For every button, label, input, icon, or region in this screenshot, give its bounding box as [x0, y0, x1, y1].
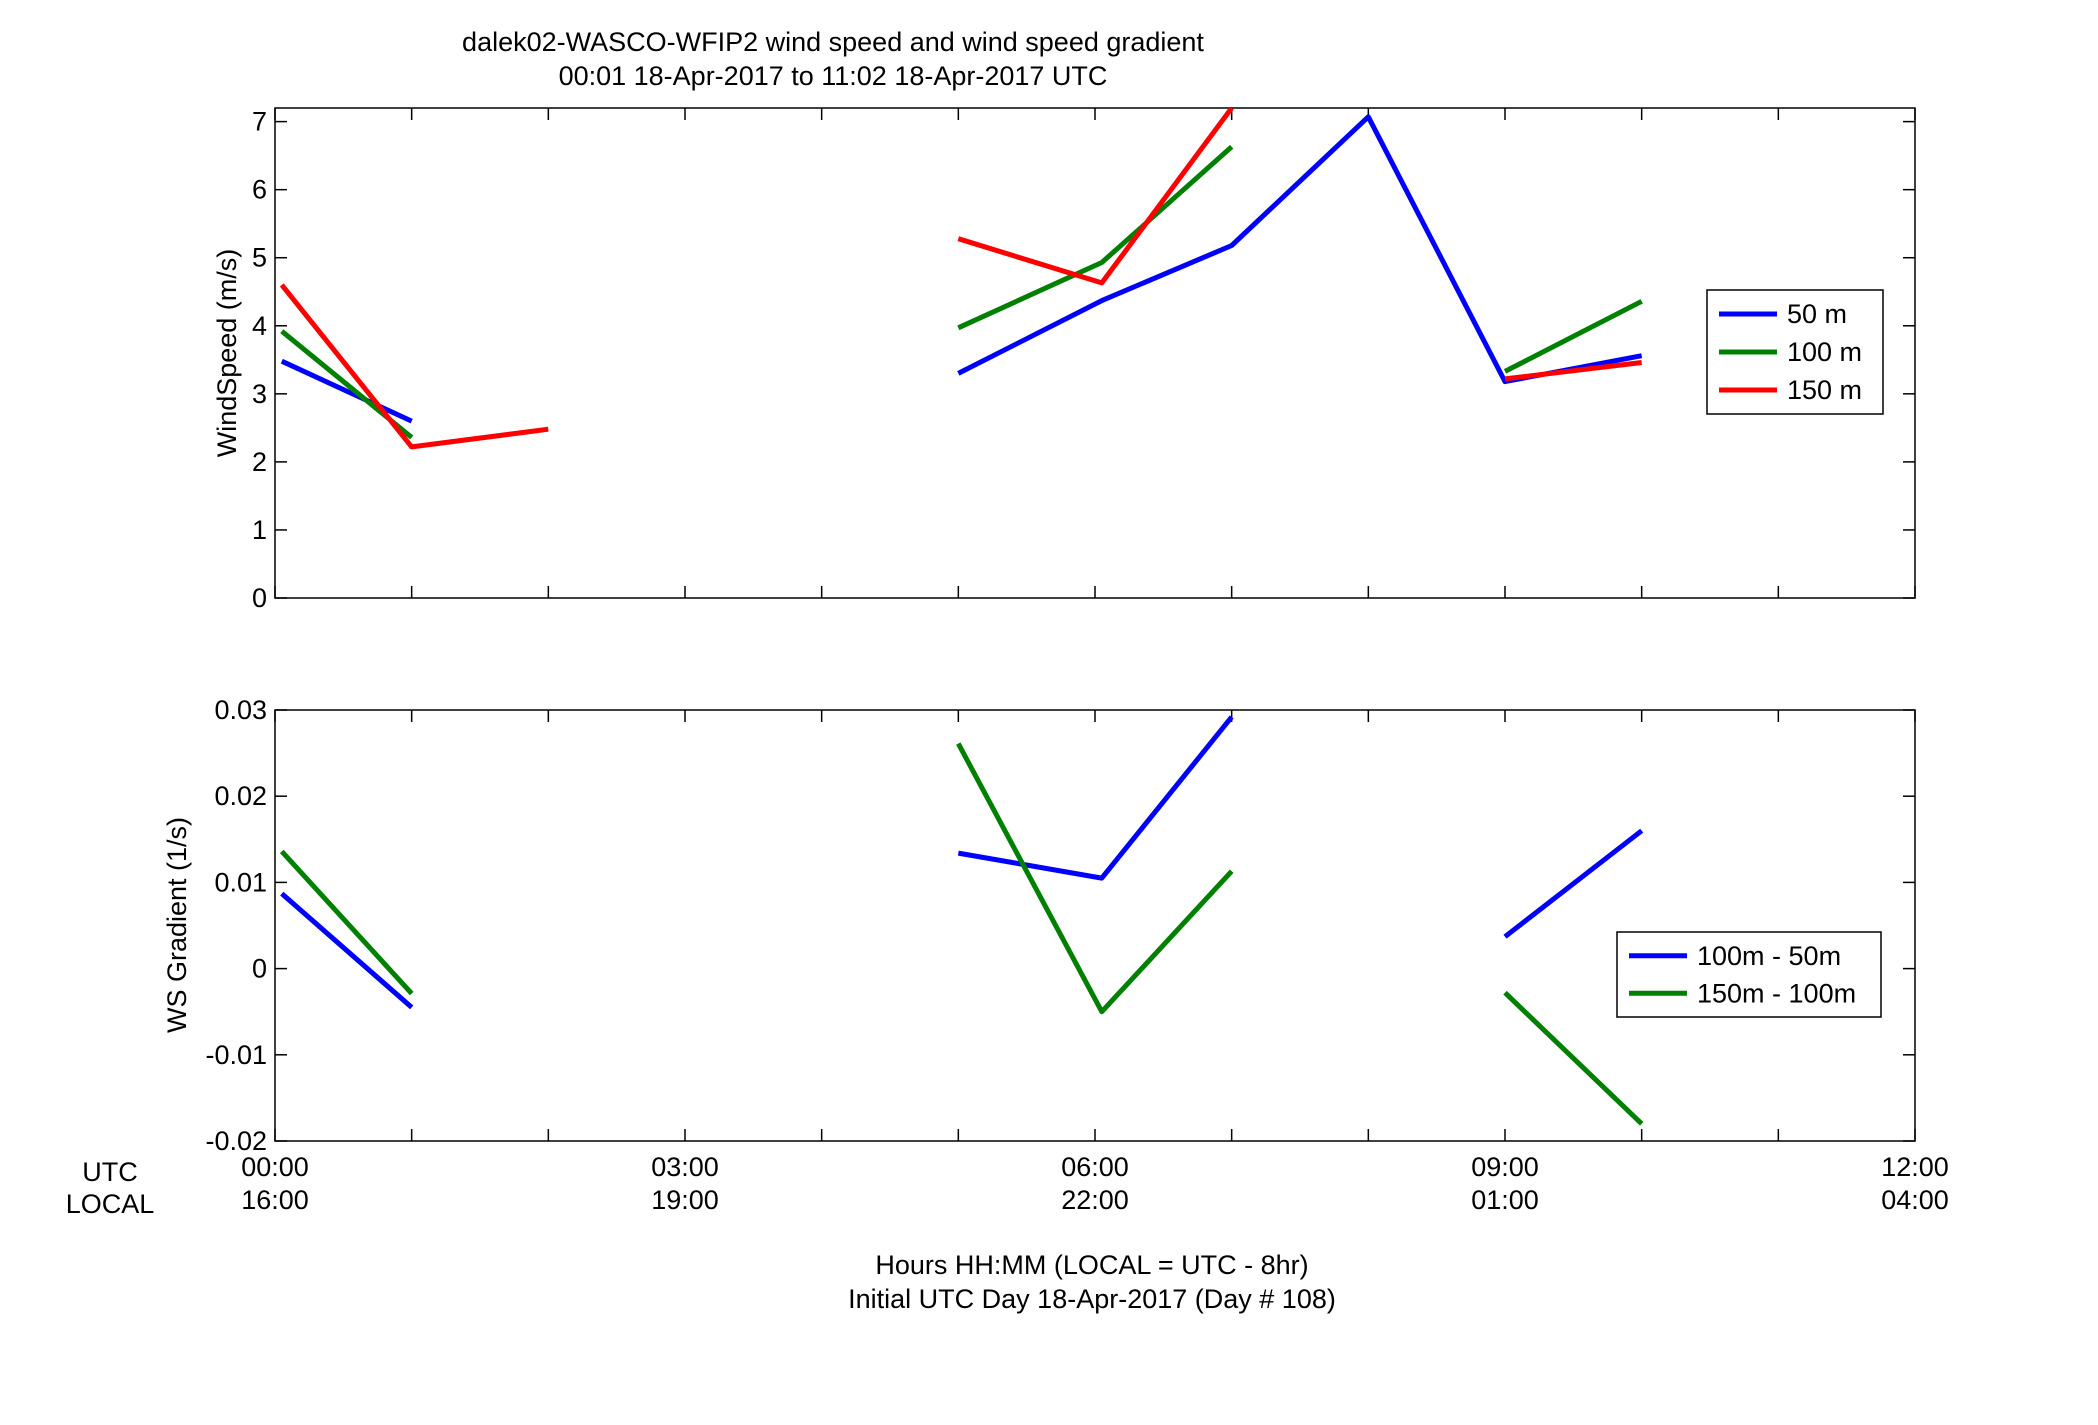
x-tick-label-local: 16:00	[241, 1185, 309, 1215]
series-line-100m-50m	[957, 715, 1234, 881]
legend-entry-label: 150 m	[1787, 375, 1862, 405]
gradient-x-ticks	[274, 710, 1916, 1141]
y-tick-label: 7	[252, 107, 267, 137]
series-line-150m-100m	[279, 849, 414, 996]
y-tick-label: 0.01	[214, 867, 267, 897]
y-tick-label: 2	[252, 447, 267, 477]
y-tick-label: -0.01	[205, 1040, 267, 1070]
x-tick-label-local: 22:00	[1061, 1185, 1129, 1215]
windspeed-series	[279, 108, 1643, 450]
series-line-50-m	[280, 358, 413, 424]
x-axis-label-line1: Hours HH:MM (LOCAL = UTC - 8hr)	[875, 1250, 1308, 1280]
x-row-label-local: LOCAL	[66, 1189, 155, 1219]
windspeed-plot: 0 1 2 3 4 5 6 7 WindSpeed (m/s) 50 m 100 m 150 m	[212, 107, 1916, 613]
y-tick-label: 0	[252, 583, 267, 613]
y-tick-label: 0.02	[214, 781, 267, 811]
legend-entry-label: 50 m	[1787, 299, 1847, 329]
gradient-legend: 100m - 50m 150m - 100m	[1616, 931, 1882, 1018]
series-line-150-m	[957, 108, 1234, 286]
series-line-100-m	[957, 144, 1234, 331]
x-row-label-utc: UTC	[82, 1157, 138, 1187]
series-line-100-m	[1503, 299, 1643, 374]
y-tick-label: 6	[252, 175, 267, 205]
series-line-150m-100m	[1503, 990, 1644, 1126]
gradient-y-axis-label: WS Gradient (1/s)	[162, 817, 192, 1033]
y-tick-label: 4	[252, 311, 267, 341]
series-line-100m-50m	[280, 891, 414, 1010]
x-tick-label-utc: 09:00	[1471, 1152, 1539, 1182]
windspeed-y-ticks: 0 1 2 3 4 5 6 7	[252, 107, 1915, 613]
x-tick-label-utc: 12:00	[1881, 1152, 1949, 1182]
legend-entry-label: 100 m	[1787, 337, 1862, 367]
x-tick-label-local: 04:00	[1881, 1185, 1949, 1215]
y-tick-label: 0	[252, 954, 267, 984]
y-tick-label: 5	[252, 243, 267, 273]
series-line-150-m	[1504, 360, 1642, 382]
y-tick-label: 1	[252, 515, 267, 545]
y-tick-label: 0.03	[214, 695, 267, 725]
x-axis-label-line2: Initial UTC Day 18-Apr-2017 (Day # 108)	[848, 1284, 1336, 1314]
windspeed-y-axis-label: WindSpeed (m/s)	[212, 249, 242, 458]
series-line-100m-50m	[1503, 828, 1644, 939]
x-tick-label-utc: 06:00	[1061, 1152, 1129, 1182]
x-tick-label-local: 01:00	[1471, 1185, 1539, 1215]
legend-entry-label: 100m - 50m	[1697, 941, 1841, 971]
x-tick-label-utc: 00:00	[241, 1152, 309, 1182]
windspeed-legend: 50 m 100 m 150 m	[1706, 289, 1884, 415]
windspeed-x-ticks	[274, 108, 1916, 598]
series-line-150m-100m	[956, 742, 1234, 1015]
chart-title-line1: dalek02-WASCO-WFIP2 wind speed and wind …	[462, 27, 1204, 57]
gradient-plot-frame	[274, 709, 1916, 1142]
gradient-series	[279, 715, 1644, 1126]
legend-entry-label: 150m - 100m	[1697, 978, 1856, 1008]
windspeed-plot-frame	[274, 107, 1916, 599]
gradient-plot: -0.02 -0.01 0 0.01 0.02 0.03 WS Gradient (1/s…	[162, 695, 1916, 1156]
y-tick-label: -0.02	[205, 1126, 267, 1156]
chart-title-line2: 00:01 18-Apr-2017 to 11:02 18-Apr-2017 U…	[559, 61, 1108, 91]
series-line-150-m	[279, 283, 549, 450]
x-tick-label-utc: 03:00	[651, 1152, 719, 1182]
gradient-y-ticks: -0.02 -0.01 0 0.01 0.02 0.03	[205, 695, 1915, 1156]
y-tick-label: 3	[252, 379, 267, 409]
x-tick-label-local: 19:00	[651, 1185, 719, 1215]
legend-box	[1616, 931, 1882, 1018]
